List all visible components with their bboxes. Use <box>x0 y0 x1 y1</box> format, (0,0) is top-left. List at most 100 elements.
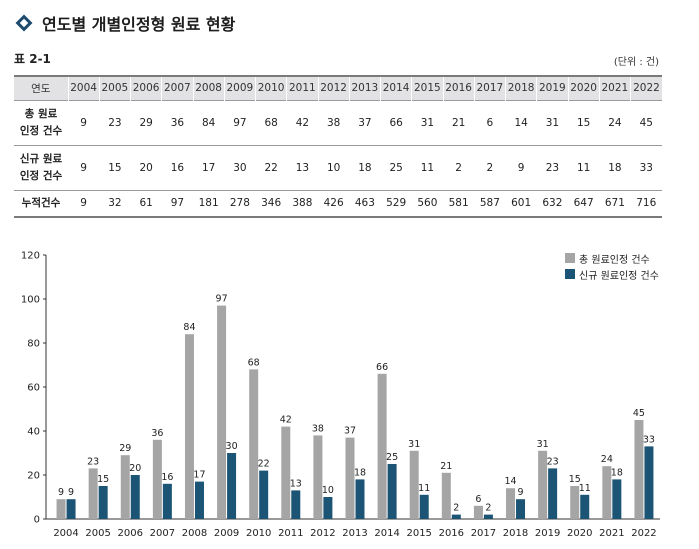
bar-new <box>419 494 429 519</box>
table-cell: 15 <box>108 161 122 174</box>
year-column-header: 2019 <box>536 76 568 100</box>
bar-total <box>345 437 355 519</box>
year-column-header: 2009 <box>223 76 256 100</box>
y-tick-label: 80 <box>27 339 40 350</box>
table-cell: 16 <box>170 161 185 174</box>
x-tick-label: 2008 <box>182 528 207 539</box>
bar-value-label: 36 <box>151 428 163 439</box>
bar-new <box>516 499 526 519</box>
row-label-line: 누적건수 <box>21 196 61 209</box>
table-cell: 15 <box>576 116 591 129</box>
x-tick-label: 2007 <box>150 528 175 539</box>
table-cell: 37 <box>358 116 372 129</box>
year-column-header: 2016 <box>442 76 475 100</box>
legend-swatch <box>565 253 575 263</box>
x-tick-label: 2010 <box>246 528 271 539</box>
bar-new <box>451 514 461 519</box>
bar-value-label: 15 <box>97 474 109 485</box>
bar-value-label: 11 <box>579 483 591 494</box>
year-column-header: 2020 <box>567 76 600 100</box>
table-cell: 10 <box>326 161 341 174</box>
bar-new <box>66 499 76 519</box>
table-cell: 9 <box>80 116 87 129</box>
table-cell: 32 <box>108 197 122 210</box>
bar-value-label: 30 <box>226 441 238 452</box>
bar-value-label: 23 <box>87 456 99 467</box>
bar-new <box>355 479 365 519</box>
table-cell: 20 <box>139 161 153 174</box>
bar-value-label: 31 <box>537 439 549 450</box>
bar-total <box>56 499 66 519</box>
x-tick-label: 2020 <box>567 528 592 539</box>
bar-value-label: 24 <box>601 454 613 465</box>
table-cell: 14 <box>514 116 528 129</box>
stats-table: 연도 2004 2005 2006 2007 2008 2009 2010 2011 2012 2… <box>14 75 662 218</box>
table-cell: 560 <box>417 197 438 210</box>
bar-value-label: 31 <box>408 439 420 450</box>
bar-value-label: 23 <box>547 456 559 467</box>
legend-label: 총 원료인정 건수 <box>579 254 650 266</box>
table-cell: 33 <box>639 161 653 174</box>
legend-swatch <box>565 269 575 279</box>
y-tick-label: 20 <box>27 471 40 482</box>
y-tick-label: 40 <box>27 427 40 438</box>
chart-legend: 총 원료인정 건수 신규 원료인정 건수 <box>565 250 659 282</box>
table-cell: 31 <box>545 116 560 129</box>
bar-value-label: 84 <box>183 322 195 333</box>
table-cell: 587 <box>479 197 500 210</box>
bar-new <box>162 483 172 519</box>
table-cell: 97 <box>170 197 185 210</box>
y-tick-label: 60 <box>27 383 40 394</box>
section-title: 연도별 개별인정형 원료 현황 <box>42 15 236 34</box>
bar-value-label: 42 <box>280 415 292 426</box>
table-cell: 2 <box>486 161 494 174</box>
table-cell: 68 <box>264 116 278 129</box>
bar-value-label: 33 <box>643 434 655 445</box>
table-cell: 29 <box>139 116 153 129</box>
x-tick-label: 2005 <box>85 528 110 539</box>
x-tick-label: 2009 <box>214 528 239 539</box>
table-label: 표 2-1 <box>14 52 51 66</box>
table-cell: 66 <box>389 116 403 129</box>
bar-value-label: 97 <box>216 294 228 305</box>
year-column-header: 2022 <box>630 76 662 100</box>
table-cell: 18 <box>358 161 372 174</box>
bar-total <box>538 450 548 519</box>
bar-value-label: 6 <box>475 494 481 505</box>
year-column-header: 2018 <box>504 76 537 100</box>
row-label-line: 인정 건수 <box>19 169 63 182</box>
bar-new <box>130 475 140 519</box>
bar-total <box>249 369 259 519</box>
x-tick-label: 2006 <box>118 528 143 539</box>
x-tick-label: 2022 <box>631 528 656 539</box>
table-cell: 84 <box>201 116 216 129</box>
bar-total <box>184 334 194 519</box>
bar-new <box>323 497 333 519</box>
legend-item: 총 원료인정 건수 <box>565 250 659 266</box>
table-cell: 9 <box>80 161 87 174</box>
bar-value-label: 25 <box>386 452 398 463</box>
bar-new <box>548 468 558 519</box>
row-label-line: 총 원료 <box>24 107 58 120</box>
bar-value-label: 9 <box>518 487 524 498</box>
row-label-line: 인정 건수 <box>19 124 63 137</box>
table-cell: 529 <box>386 197 407 210</box>
table-cell: 6 <box>486 116 494 129</box>
diamond-bullet-icon <box>15 14 33 32</box>
table-cell: 601 <box>511 197 532 210</box>
year-column-header: 2005 <box>98 76 131 100</box>
row-label: 신규 원료 인정 건수 <box>14 145 68 190</box>
bar-value-label: 17 <box>193 470 205 481</box>
bar-total <box>570 486 580 519</box>
bar-new <box>98 486 108 519</box>
bar-value-label: 20 <box>129 463 141 474</box>
table-cell: 13 <box>295 161 310 174</box>
bar-value-label: 14 <box>504 476 516 487</box>
table-cell: 181 <box>198 197 219 210</box>
table-cell: 61 <box>139 197 153 210</box>
table-header-row: 연도 2004 2005 2006 2007 2008 2009 2010 2011 2012 2… <box>14 76 662 100</box>
table-cell: 17 <box>201 161 216 174</box>
year-column-header: 2013 <box>348 76 381 100</box>
bar-new <box>194 481 204 519</box>
table-cell: 671 <box>604 197 625 210</box>
